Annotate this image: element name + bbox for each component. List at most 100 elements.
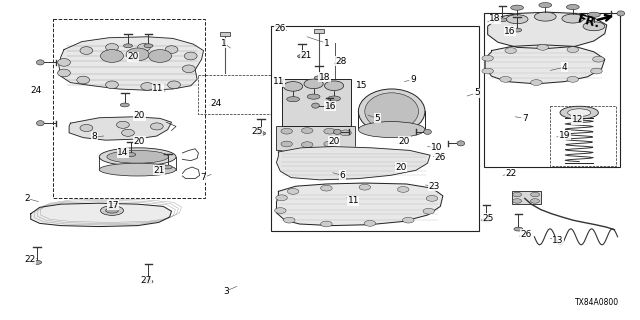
Text: 21: 21	[300, 51, 312, 60]
Ellipse shape	[358, 122, 425, 138]
Ellipse shape	[163, 165, 172, 169]
Text: 20: 20	[328, 137, 340, 146]
Ellipse shape	[301, 142, 313, 148]
Text: 16: 16	[324, 102, 336, 111]
Ellipse shape	[321, 221, 332, 227]
Bar	[220, 32, 230, 36]
Ellipse shape	[498, 18, 507, 22]
Ellipse shape	[324, 141, 335, 147]
Text: 12: 12	[572, 116, 583, 124]
Text: 15: 15	[356, 81, 367, 90]
Ellipse shape	[100, 206, 124, 215]
Ellipse shape	[591, 68, 602, 74]
Ellipse shape	[144, 44, 153, 48]
Ellipse shape	[99, 163, 176, 176]
Ellipse shape	[505, 48, 516, 53]
Ellipse shape	[144, 280, 153, 284]
Polygon shape	[276, 183, 443, 226]
Ellipse shape	[298, 54, 307, 58]
Ellipse shape	[365, 93, 419, 130]
Ellipse shape	[126, 48, 149, 61]
Ellipse shape	[426, 196, 438, 201]
Ellipse shape	[80, 124, 93, 132]
Text: TX84A0800: TX84A0800	[575, 298, 620, 307]
Text: 22: 22	[505, 169, 516, 178]
Text: 16: 16	[504, 27, 516, 36]
Ellipse shape	[325, 105, 334, 109]
Ellipse shape	[127, 153, 136, 156]
Bar	[271, 26, 479, 231]
Text: 7: 7	[201, 173, 206, 182]
Ellipse shape	[482, 218, 491, 222]
Ellipse shape	[58, 59, 70, 66]
Ellipse shape	[168, 81, 180, 89]
Ellipse shape	[141, 83, 154, 90]
Ellipse shape	[511, 5, 524, 10]
Bar	[550, 106, 616, 166]
Text: 6: 6	[340, 171, 345, 180]
Polygon shape	[59, 37, 204, 90]
Ellipse shape	[184, 52, 197, 60]
Bar	[282, 79, 351, 126]
Ellipse shape	[107, 150, 168, 163]
Ellipse shape	[588, 12, 600, 17]
Text: 22: 22	[24, 255, 36, 264]
Ellipse shape	[138, 44, 150, 51]
Ellipse shape	[560, 106, 598, 119]
Ellipse shape	[324, 128, 335, 134]
Text: 4: 4	[562, 63, 567, 72]
Ellipse shape	[100, 50, 124, 62]
Ellipse shape	[307, 94, 320, 99]
Ellipse shape	[593, 56, 604, 62]
Ellipse shape	[534, 12, 556, 21]
Text: 26: 26	[275, 24, 286, 33]
Ellipse shape	[58, 69, 70, 77]
Text: 20: 20	[127, 52, 139, 61]
Polygon shape	[488, 12, 607, 49]
Text: 9: 9	[410, 75, 415, 84]
Ellipse shape	[122, 129, 134, 136]
Text: 11: 11	[152, 84, 164, 93]
Ellipse shape	[33, 260, 42, 264]
Ellipse shape	[150, 123, 163, 130]
Ellipse shape	[124, 44, 132, 48]
Ellipse shape	[513, 192, 522, 197]
Ellipse shape	[617, 11, 625, 16]
Ellipse shape	[358, 89, 425, 134]
Text: 20: 20	[134, 137, 145, 146]
Text: 25: 25	[482, 214, 493, 223]
Ellipse shape	[287, 188, 299, 194]
Ellipse shape	[359, 184, 371, 190]
Text: 13: 13	[552, 236, 564, 245]
Ellipse shape	[301, 128, 313, 133]
Polygon shape	[485, 45, 605, 84]
Bar	[53, 19, 205, 198]
Ellipse shape	[340, 130, 351, 136]
Text: FR.: FR.	[576, 12, 602, 31]
Ellipse shape	[506, 15, 528, 24]
Ellipse shape	[36, 60, 44, 65]
Ellipse shape	[275, 208, 286, 213]
Ellipse shape	[482, 55, 493, 61]
Ellipse shape	[364, 220, 376, 226]
Ellipse shape	[321, 185, 332, 191]
Text: 20: 20	[134, 111, 145, 120]
Bar	[276, 126, 355, 150]
Text: 11: 11	[273, 77, 284, 86]
Text: 2: 2	[24, 194, 29, 203]
Ellipse shape	[276, 195, 287, 201]
Bar	[198, 75, 271, 114]
Ellipse shape	[514, 227, 523, 231]
Text: 27: 27	[140, 276, 152, 285]
Ellipse shape	[562, 14, 584, 23]
Ellipse shape	[281, 141, 292, 147]
Ellipse shape	[182, 65, 195, 73]
Text: 7: 7	[522, 114, 527, 123]
Ellipse shape	[566, 4, 579, 10]
Ellipse shape	[324, 81, 344, 91]
Text: 21: 21	[153, 166, 164, 175]
Text: 5: 5	[474, 88, 479, 97]
Text: 10: 10	[431, 143, 442, 152]
Ellipse shape	[513, 28, 522, 32]
Text: 1: 1	[324, 39, 329, 48]
